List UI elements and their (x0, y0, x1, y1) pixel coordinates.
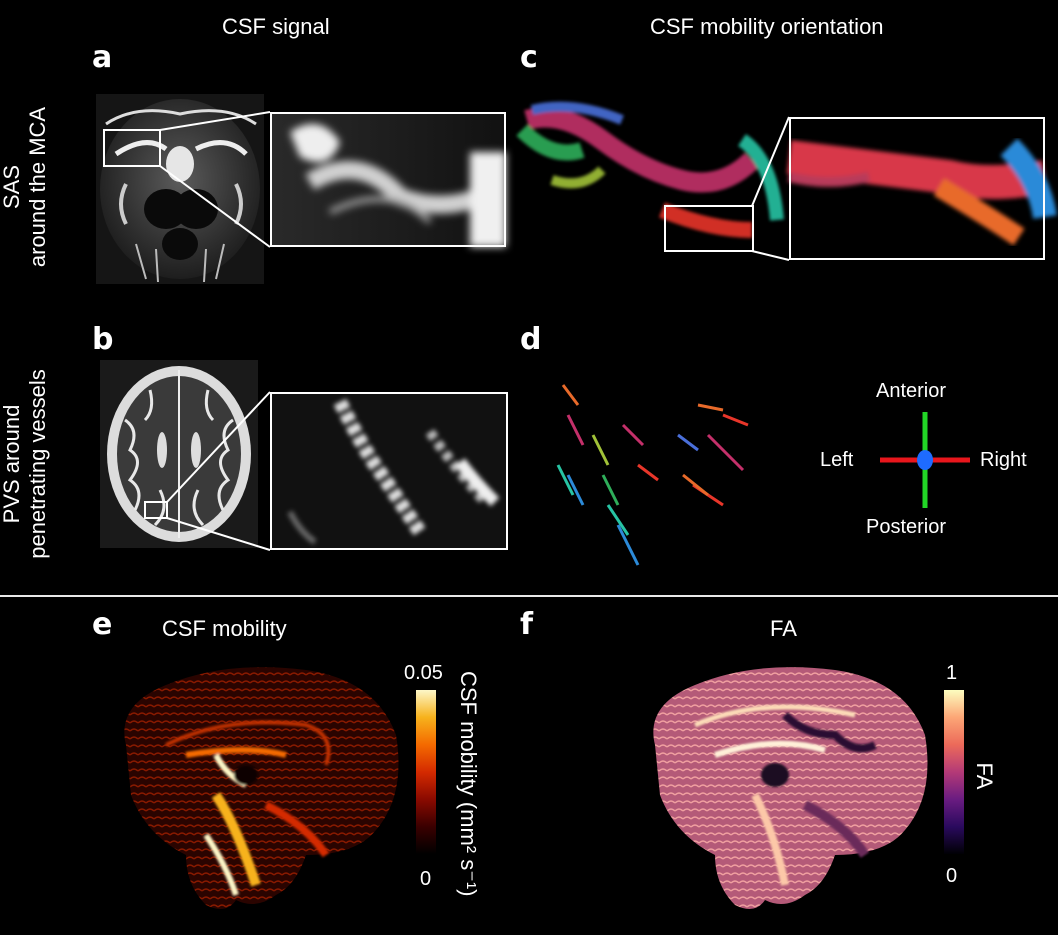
panel-a-mri-coronal (96, 94, 264, 284)
panel-label-e: e (92, 607, 113, 642)
panel-e-colorbar-label: CSF mobility (mm² s⁻¹) (456, 671, 481, 897)
panel-f-colorbar (944, 690, 964, 854)
legend-posterior: Posterior (866, 516, 947, 538)
panel-a-mri-zoom (270, 112, 506, 247)
legend-right: Right (980, 449, 1027, 471)
panel-label-d: d (520, 322, 542, 357)
panel-c-zoom (786, 117, 1057, 260)
panel-f-colorbar-max: 1 (946, 662, 958, 684)
panel-b-mri-zoom (270, 392, 508, 550)
panel-e-colorbar-max: 0.05 (404, 662, 443, 684)
column-header-csf-mobility-orientation: CSF mobility orientation (650, 14, 884, 39)
legend-anterior: Anterior (876, 380, 947, 402)
panel-e-colorbar-min: 0 (420, 868, 432, 890)
panel-c-orientation-glyphs (516, 101, 784, 252)
panel-e-title: CSF mobility (162, 616, 287, 641)
panel-label-a: a (92, 40, 113, 75)
panel-label-f: f (520, 607, 534, 642)
legend-left: Left (820, 449, 854, 471)
panel-f-sagittal-fa-map (653, 667, 928, 909)
panel-d-orientation-glyphs (556, 384, 749, 566)
panel-e-sagittal-csf-mobility-map (124, 667, 399, 909)
panel-label-b: b (92, 322, 114, 357)
panel-f-colorbar-min: 0 (946, 865, 958, 887)
panel-e-colorbar (416, 690, 436, 854)
panel-f-title: FA (770, 616, 797, 641)
panel-label-c: c (520, 40, 538, 75)
panel-f-colorbar-label: FA (972, 762, 997, 790)
section-divider (0, 595, 1058, 597)
panel-b-mri-axial (100, 360, 258, 548)
orientation-compass-icon (880, 412, 970, 508)
column-header-csf-signal: CSF signal (222, 14, 330, 39)
